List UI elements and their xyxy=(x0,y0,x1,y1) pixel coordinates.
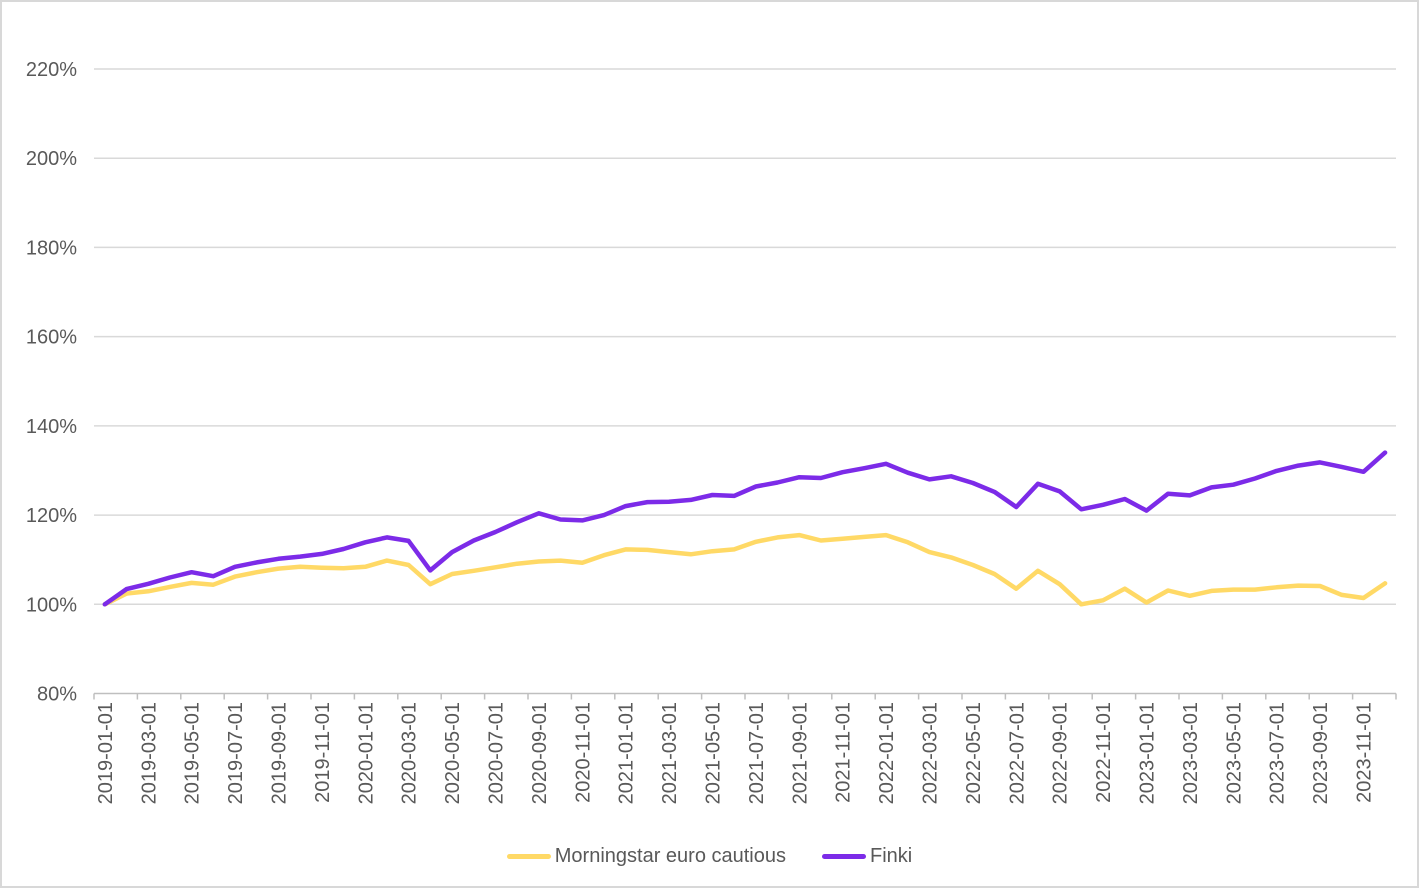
x-tick-label: 2020-01-01 xyxy=(355,702,377,804)
y-tick-label: 100% xyxy=(26,594,77,616)
legend-swatch-finki xyxy=(822,854,866,859)
x-tick-label: 2021-01-01 xyxy=(616,702,638,804)
x-tick-label: 2022-07-01 xyxy=(1006,702,1028,804)
x-tick-label: 2022-03-01 xyxy=(919,702,941,804)
series-line-finki xyxy=(102,450,1388,607)
x-tick-label: 2023-09-01 xyxy=(1310,702,1332,804)
legend-label-morningstar: Morningstar euro cautious xyxy=(554,845,786,867)
series-line-morningstar-euro-cautious xyxy=(102,532,1388,607)
x-tick-label: 2019-05-01 xyxy=(182,702,204,804)
x-tick-label: 2022-05-01 xyxy=(963,702,985,804)
x-tick-label: 2023-03-01 xyxy=(1180,702,1202,804)
x-tick-label: 2020-09-01 xyxy=(529,702,551,804)
x-tick-label: 2021-03-01 xyxy=(659,702,681,804)
x-tick-label: 2023-01-01 xyxy=(1136,702,1158,804)
x-tick-label: 2019-11-01 xyxy=(312,702,334,803)
legend-label-finki: Finki xyxy=(870,845,913,867)
legend-swatch-morningstar xyxy=(506,854,551,859)
x-tick-label: 2019-07-01 xyxy=(225,702,247,804)
legend-item-morningstar: Morningstar euro cautious xyxy=(506,845,786,868)
x-tick-label: 2023-07-01 xyxy=(1267,702,1289,804)
y-tick-label: 140% xyxy=(26,416,77,438)
x-tick-label: 2020-11-01 xyxy=(572,702,594,803)
y-tick-label: 180% xyxy=(26,237,77,259)
x-tick-label: 2020-05-01 xyxy=(442,702,464,804)
x-tick-label: 2021-07-01 xyxy=(746,702,768,804)
x-tick-label: 2021-11-01 xyxy=(833,702,855,803)
x-tick-label: 2021-05-01 xyxy=(702,702,724,804)
x-tick-label: 2022-01-01 xyxy=(876,702,898,804)
x-tick-label: 2019-03-01 xyxy=(138,702,160,804)
x-tick-label: 2022-09-01 xyxy=(1050,702,1072,804)
x-tick-label: 2020-03-01 xyxy=(399,702,421,804)
x-tick-label: 2021-09-01 xyxy=(789,702,811,804)
x-tick-label: 2020-07-01 xyxy=(485,702,507,804)
y-tick-label: 220% xyxy=(26,59,77,81)
x-tick-label: 2019-09-01 xyxy=(268,702,290,804)
x-tick-label: 2019-01-01 xyxy=(95,702,117,804)
x-tick-label: 2023-11-01 xyxy=(1353,702,1375,803)
y-tick-label: 80% xyxy=(37,684,77,706)
y-tick-label: 120% xyxy=(26,505,77,527)
y-tick-label: 160% xyxy=(26,327,77,349)
chart-legend: Morningstar euro cautious Finki xyxy=(2,845,1417,868)
legend-item-finki: Finki xyxy=(822,845,912,868)
x-tick-label: 2022-11-01 xyxy=(1093,702,1115,803)
y-tick-label: 200% xyxy=(26,148,77,170)
x-tick-label: 2023-05-01 xyxy=(1223,702,1245,804)
